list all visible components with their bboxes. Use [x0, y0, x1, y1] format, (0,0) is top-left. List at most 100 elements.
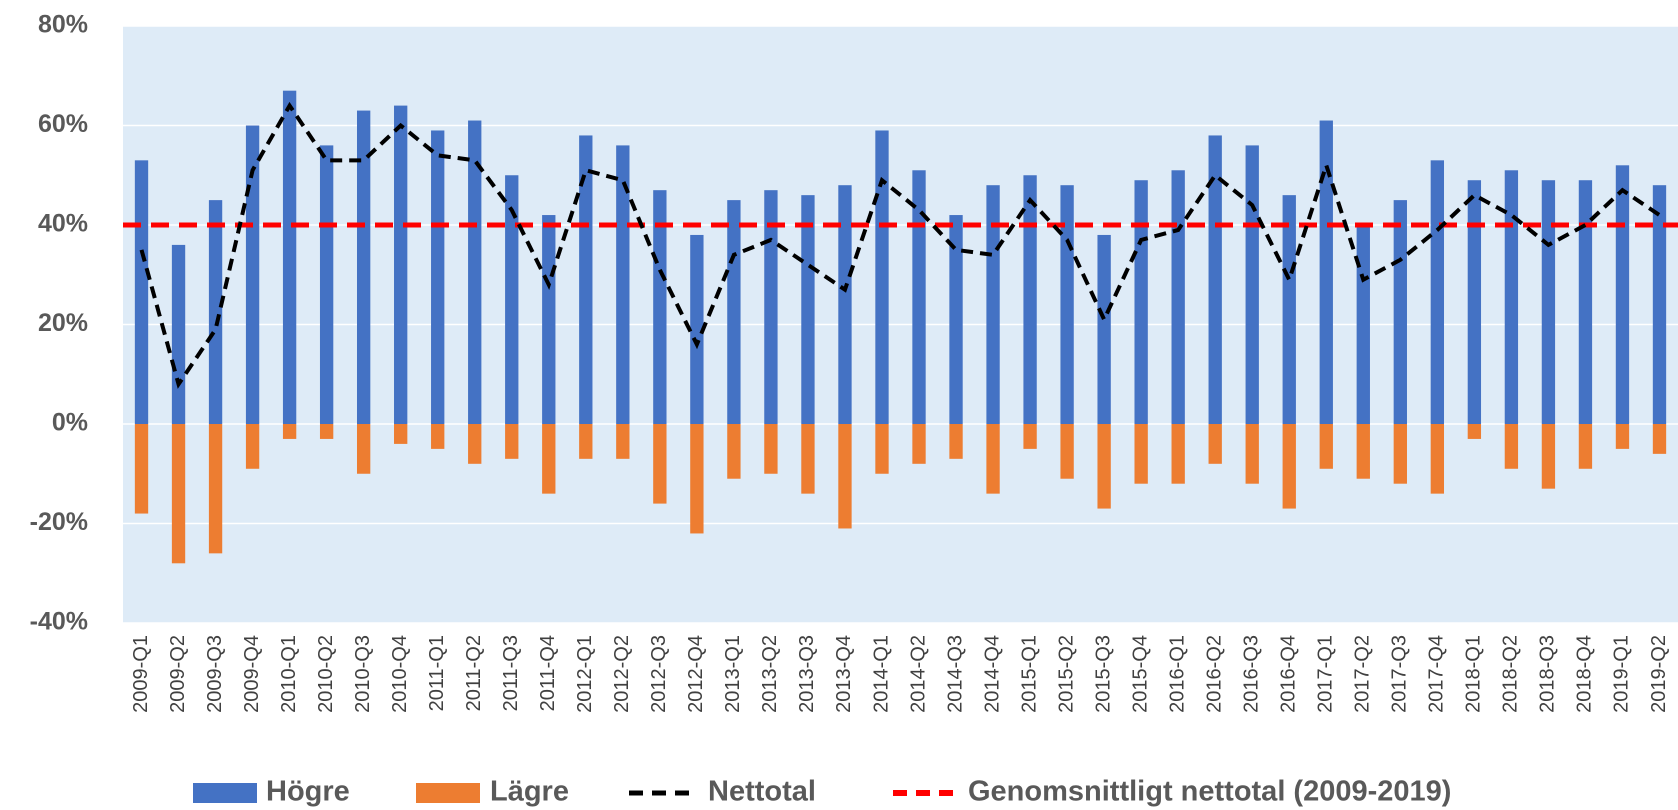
- bar: [282, 424, 297, 439]
- x-tick-label: 2018-Q3: [1537, 635, 1559, 713]
- bar: [764, 424, 778, 474]
- bar: [727, 200, 741, 424]
- bar: [319, 424, 334, 439]
- x-tick-label: 2017-Q1: [1315, 635, 1337, 713]
- bar: [1097, 234, 1111, 424]
- bar: [468, 424, 482, 464]
- bar: [986, 185, 1000, 424]
- bar: [949, 424, 963, 459]
- x-tick-label: 2018-Q1: [1463, 635, 1485, 713]
- bar: [653, 424, 667, 504]
- x-tick-label: 2014-Q1: [870, 635, 892, 713]
- net-line: [139, 101, 1661, 389]
- bar: [1208, 424, 1222, 464]
- x-tick-label: 2009-Q4: [241, 635, 263, 713]
- x-tick-label: 2011-Q3: [500, 635, 522, 711]
- x-tick-label: 2015-Q3: [1092, 635, 1114, 713]
- bar: [1467, 424, 1482, 439]
- x-tick-label: 2010-Q1: [278, 635, 300, 713]
- x-tick-label: 2012-Q4: [685, 635, 707, 713]
- bar: [1393, 424, 1407, 484]
- bar: [1615, 165, 1630, 425]
- bar: [542, 424, 556, 494]
- bar: [801, 195, 815, 424]
- bar: [1171, 170, 1185, 424]
- y-tick-label: 80%: [38, 11, 88, 39]
- x-tick-label: 2015-Q2: [1055, 635, 1077, 713]
- bar: [1060, 424, 1074, 479]
- bar: [282, 90, 297, 425]
- bar: [838, 185, 852, 424]
- x-tick-label: 2011-Q1: [426, 635, 448, 711]
- bar: [986, 424, 1000, 494]
- bar: [764, 190, 778, 424]
- x-tick-label: 2011-Q4: [537, 635, 559, 711]
- bar: [1430, 160, 1445, 424]
- y-tick-label: -40%: [30, 608, 88, 636]
- bar: [1245, 424, 1259, 484]
- bar: [468, 120, 482, 425]
- bar: [1541, 424, 1556, 489]
- x-tick-label: 2017-Q4: [1426, 635, 1448, 713]
- bar: [1319, 120, 1333, 425]
- bar: [1134, 180, 1148, 424]
- x-tick-label: 2016-Q2: [1203, 635, 1225, 713]
- bar: [245, 424, 260, 469]
- bar: [912, 424, 926, 464]
- bar: [727, 424, 741, 479]
- x-tick-label: 2019-Q1: [1611, 635, 1633, 713]
- bar: [1652, 424, 1667, 454]
- legend-label: Nettotal: [708, 776, 816, 808]
- bar: [431, 424, 445, 449]
- bar: [208, 200, 223, 424]
- bar: [1282, 424, 1296, 509]
- bar: [1171, 424, 1185, 484]
- bar: [616, 145, 630, 424]
- bar: [356, 110, 371, 424]
- legend-label: Lägre: [490, 776, 569, 808]
- legend-label: Genomsnittligt nettotal (2009-2019): [968, 776, 1451, 808]
- bar: [1615, 424, 1630, 449]
- bar: [1319, 424, 1333, 469]
- bar: [653, 190, 667, 424]
- bar: [431, 130, 445, 424]
- bar: [319, 145, 334, 424]
- bar: [579, 424, 593, 459]
- bar: [356, 424, 371, 474]
- x-tick-label: 2011-Q2: [463, 635, 485, 711]
- bar: [542, 215, 556, 424]
- y-tick-label: -20%: [30, 508, 88, 536]
- bar: [1356, 225, 1370, 424]
- bar: [1060, 185, 1074, 424]
- legend-swatch: [416, 783, 480, 803]
- bar: [801, 424, 815, 494]
- bar: [1504, 170, 1519, 424]
- bar: [690, 234, 704, 424]
- bar: [875, 130, 889, 424]
- bar: [208, 424, 223, 554]
- x-tick-label: 2018-Q2: [1500, 635, 1522, 713]
- x-tick-label: 2010-Q2: [315, 635, 337, 713]
- bar: [1578, 180, 1593, 424]
- x-tick-label: 2017-Q3: [1389, 635, 1411, 713]
- bar: [1578, 424, 1593, 469]
- x-tick-label: 2013-Q4: [833, 635, 855, 713]
- x-tick-label: 2012-Q1: [574, 635, 596, 713]
- x-tick-label: 2009-Q3: [204, 635, 226, 713]
- bar: [1430, 424, 1445, 494]
- x-tick-label: 2014-Q2: [907, 635, 929, 713]
- bar: [1652, 185, 1667, 424]
- bar: [245, 125, 260, 424]
- bar: [838, 424, 852, 529]
- bar: [1023, 424, 1037, 449]
- bar: [1393, 200, 1407, 424]
- bar: [171, 244, 186, 424]
- bar: [616, 424, 630, 459]
- x-tick-label: 2014-Q4: [981, 635, 1003, 713]
- x-tick-label: 2013-Q1: [722, 635, 744, 713]
- x-tick-label: 2015-Q4: [1129, 635, 1151, 713]
- bar: [1097, 424, 1111, 509]
- bar: [394, 105, 408, 424]
- bar: [1504, 424, 1519, 469]
